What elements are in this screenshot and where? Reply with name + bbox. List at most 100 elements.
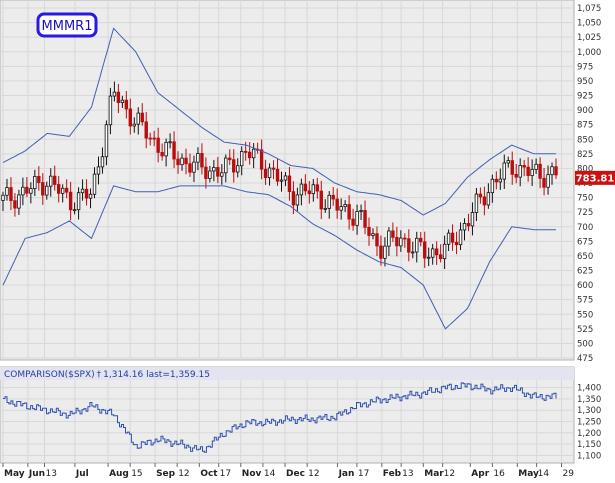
candle-body xyxy=(287,175,292,193)
candle-body xyxy=(462,223,467,231)
candle-body xyxy=(498,178,503,183)
candle-body xyxy=(466,223,471,227)
candle-body xyxy=(554,166,558,176)
x-tick-label: 17 xyxy=(220,469,231,479)
comparison-grid xyxy=(0,380,574,463)
candle-body xyxy=(387,230,391,247)
candle-body xyxy=(315,184,319,192)
price-tick-label: 825 xyxy=(577,150,593,160)
candle-body xyxy=(136,112,140,125)
candle-body xyxy=(291,191,296,206)
candle-body xyxy=(53,175,57,185)
candle-body xyxy=(510,160,514,175)
comparison-header-bar xyxy=(0,367,574,380)
candle-body xyxy=(538,163,542,179)
candle-body xyxy=(383,245,387,259)
candle-body xyxy=(124,99,129,110)
candle-body xyxy=(152,137,156,140)
x-tick-label: 12 xyxy=(444,469,455,479)
candle-body xyxy=(399,237,403,247)
candle-body xyxy=(423,241,427,259)
candle-body xyxy=(307,190,312,195)
x-tick-label: 14 xyxy=(264,469,276,479)
comparison-title: COMPARISON($SPX) † 1,314.16 last=1,359.15 xyxy=(4,370,210,380)
candle-body xyxy=(13,200,17,209)
x-tick-label: Nov xyxy=(242,469,262,479)
candle-body xyxy=(160,152,164,157)
candle-body xyxy=(275,168,280,182)
candle-body xyxy=(327,194,331,209)
candle-body xyxy=(415,237,419,253)
comparison-name: COMPARISON($SPX) xyxy=(4,370,95,380)
x-tick-label: Jan xyxy=(338,469,355,479)
comparison-tick-label: 1,100 xyxy=(577,451,601,461)
price-tick-label: 625 xyxy=(577,267,593,277)
candle-body xyxy=(359,210,363,212)
x-tick-label: Sep xyxy=(156,469,176,479)
candle-body xyxy=(9,187,13,202)
candle-body xyxy=(116,91,121,104)
candle-body xyxy=(88,193,93,199)
candle-body xyxy=(192,161,196,173)
symbol-badge[interactable] xyxy=(36,12,98,38)
price-tick-label: 1,075 xyxy=(577,4,601,14)
candle-body xyxy=(490,178,495,194)
price-tick-label: 675 xyxy=(577,237,593,247)
candle-body xyxy=(216,167,220,177)
candle-body xyxy=(108,95,113,126)
comparison-line xyxy=(3,382,557,453)
candle-body xyxy=(259,149,264,170)
candle-body xyxy=(176,158,180,166)
candle-body xyxy=(243,151,248,153)
candle-body xyxy=(546,174,550,188)
price-tick-label: 600 xyxy=(577,281,593,291)
candle-body xyxy=(120,99,125,104)
x-tick-label: 13 xyxy=(402,469,413,479)
candle-body xyxy=(172,141,176,160)
comparison-values: 1,314.16 last=1,359.15 xyxy=(103,370,210,380)
candle-body xyxy=(41,182,45,196)
candle-body xyxy=(419,237,423,243)
candle-body xyxy=(196,153,200,163)
candle-body xyxy=(236,165,240,173)
candle-body xyxy=(506,160,510,164)
candle-body xyxy=(375,233,379,247)
candle-body xyxy=(104,124,109,158)
candle-body xyxy=(347,204,351,220)
last-value-label: 783.81 xyxy=(576,173,615,184)
candle-body xyxy=(371,233,375,236)
price-tick-label: 975 xyxy=(577,62,593,72)
candle-body xyxy=(486,192,491,206)
price-tick-label: 1,050 xyxy=(577,19,601,29)
candle-body xyxy=(550,166,554,176)
candle-body xyxy=(331,194,335,200)
x-tick-label: May xyxy=(4,469,25,479)
candle-body xyxy=(319,190,323,210)
candle-body xyxy=(267,167,272,178)
candle-body xyxy=(283,175,288,181)
candle-body xyxy=(542,177,546,188)
bollinger-upper-band xyxy=(2,27,556,216)
candle-body xyxy=(403,237,407,240)
candle-body xyxy=(474,193,479,213)
candle-body xyxy=(454,241,459,246)
x-tick-label: 15 xyxy=(131,469,142,479)
x-tick-label: 12 xyxy=(308,469,319,479)
price-tick-label: 575 xyxy=(577,296,593,306)
x-tick-label: 13 xyxy=(45,469,56,479)
candle-body xyxy=(76,192,81,211)
candle-body xyxy=(251,148,256,159)
candle-body xyxy=(204,166,208,179)
candle-body xyxy=(68,191,73,211)
candle-body xyxy=(60,187,65,194)
price-tick-label: 1,000 xyxy=(577,48,601,58)
candle-body xyxy=(247,151,252,159)
price-tick-label: 1,025 xyxy=(577,33,601,43)
candle-body xyxy=(446,232,451,245)
candle-body xyxy=(29,188,33,194)
candle-body xyxy=(132,123,136,127)
price-tick-label: 475 xyxy=(577,354,593,364)
x-tick-label: 14 xyxy=(538,469,550,479)
